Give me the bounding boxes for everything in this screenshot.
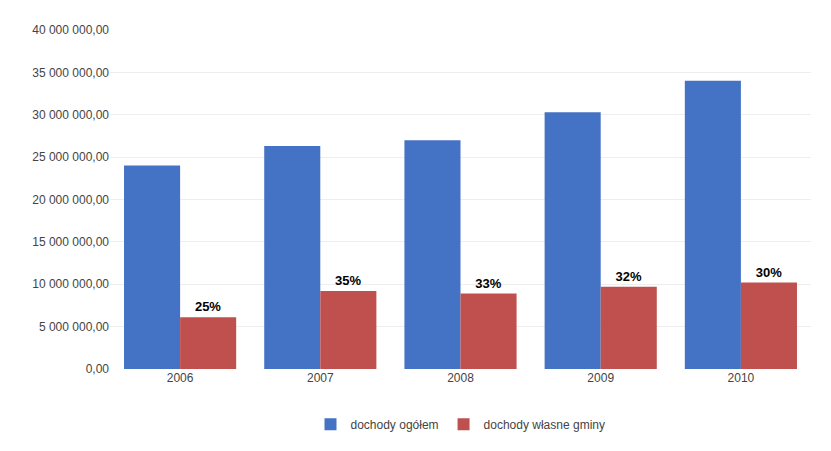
- svg-text:5 000 000,00: 5 000 000,00: [39, 320, 109, 334]
- svg-text:20 000 000,00: 20 000 000,00: [32, 193, 109, 207]
- svg-text:32%: 32%: [616, 269, 642, 284]
- svg-text:25%: 25%: [195, 299, 221, 314]
- svg-text:33%: 33%: [475, 276, 501, 291]
- svg-text:dochody własne gminy: dochody własne gminy: [484, 418, 605, 432]
- svg-text:30 000 000,00: 30 000 000,00: [32, 108, 109, 122]
- svg-text:35 000 000,00: 35 000 000,00: [32, 66, 109, 80]
- svg-text:10 000 000,00: 10 000 000,00: [32, 277, 109, 291]
- svg-text:dochody ogółem: dochody ogółem: [351, 418, 439, 432]
- svg-text:2010: 2010: [728, 371, 755, 385]
- svg-text:0,00: 0,00: [86, 362, 110, 376]
- svg-text:25 000 000,00: 25 000 000,00: [32, 150, 109, 164]
- svg-text:40 000 000,00: 40 000 000,00: [32, 23, 109, 37]
- svg-text:30%: 30%: [756, 265, 782, 280]
- svg-text:2007: 2007: [307, 371, 334, 385]
- svg-text:2009: 2009: [587, 371, 614, 385]
- svg-text:35%: 35%: [335, 273, 361, 288]
- svg-text:2006: 2006: [167, 371, 194, 385]
- svg-text:15 000 000,00: 15 000 000,00: [32, 235, 109, 249]
- svg-text:2008: 2008: [447, 371, 474, 385]
